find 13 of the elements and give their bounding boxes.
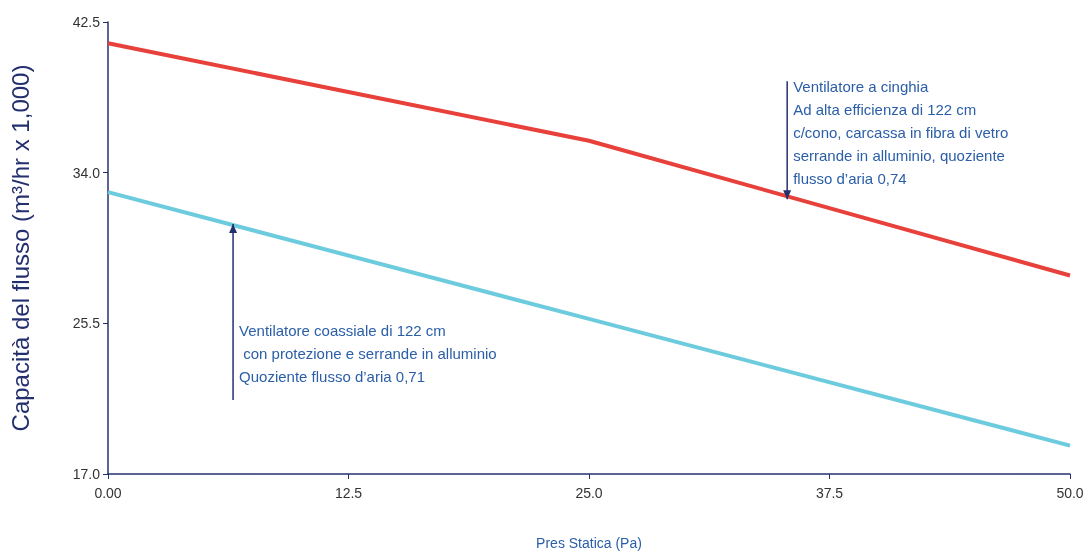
y-axis-title: Capacità del flusso (m³/hr x 1,000) [6, 64, 34, 432]
x-tick-label: 0.00 [94, 485, 122, 501]
x-tick-label: 37.5 [815, 485, 844, 501]
y-tick-label: 42.5 [72, 14, 101, 30]
annotation: Ventilatore coassiale di 122 cm con protezione e serrande in alluminio Quoziente flusso d’aria 0,71 [239, 321, 497, 388]
y-tick-label: 25.5 [72, 315, 101, 332]
y-tick-label: 34.0 [72, 164, 101, 181]
y-tick-label: 17.0 [72, 466, 101, 482]
x-tick-label: 50.0 [1056, 485, 1084, 501]
x-tick-label: 25.0 [575, 485, 603, 501]
x-tick-label: 12.5 [334, 485, 363, 501]
x-axis-title: Pres Statica (Pa) [536, 535, 642, 551]
annotation: Ventilatore a cinghia Ad alta efficienza di 122 cm c/cono, carcassa in fibra di vetro serrande in alluminio, quoziente flusso d’aria 0,74 [793, 77, 1009, 190]
